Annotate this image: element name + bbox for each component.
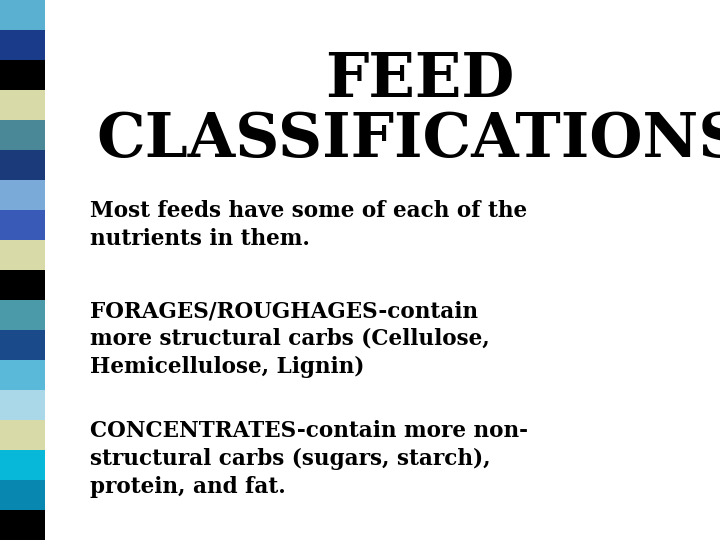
Bar xyxy=(0,270,45,300)
Bar xyxy=(0,300,45,330)
Bar xyxy=(0,180,45,210)
Text: FORAGES/ROUGHAGES-contain
more structural carbs (Cellulose,
Hemicellulose, Ligni: FORAGES/ROUGHAGES-contain more structura… xyxy=(90,300,490,378)
Bar xyxy=(0,210,45,240)
Bar xyxy=(0,0,45,30)
Bar xyxy=(0,90,45,120)
Bar xyxy=(0,330,45,360)
Bar xyxy=(0,390,45,420)
Text: CLASSIFICATIONS: CLASSIFICATIONS xyxy=(96,110,720,170)
Bar xyxy=(0,510,45,540)
Bar xyxy=(0,480,45,510)
Text: CONCENTRATES-contain more non-
structural carbs (sugars, starch),
protein, and f: CONCENTRATES-contain more non- structura… xyxy=(90,420,528,498)
Text: Most feeds have some of each of the
nutrients in them.: Most feeds have some of each of the nutr… xyxy=(90,200,527,250)
Bar xyxy=(0,240,45,270)
Bar xyxy=(0,420,45,450)
Bar xyxy=(0,360,45,390)
Bar xyxy=(0,120,45,150)
Text: FEED: FEED xyxy=(325,50,515,110)
Bar xyxy=(0,60,45,90)
Bar xyxy=(0,30,45,60)
Bar xyxy=(0,450,45,480)
Bar xyxy=(0,150,45,180)
